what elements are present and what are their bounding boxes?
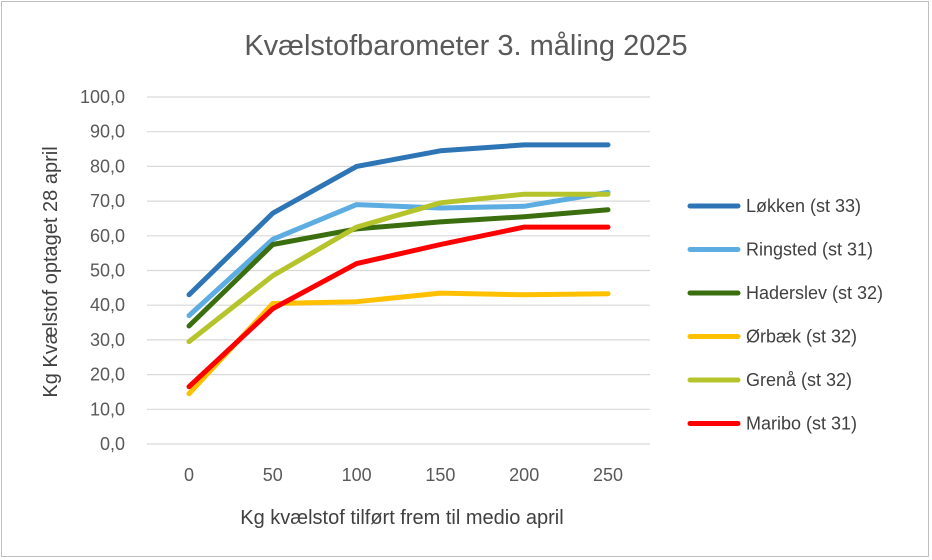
y-tick-label: 80,0 <box>90 156 125 176</box>
x-tick-label: 50 <box>263 465 283 485</box>
y-tick-label: 0,0 <box>100 434 125 454</box>
legend-label: Grenå (st 32) <box>746 370 852 390</box>
series-line <box>186 191 611 345</box>
y-axis-ticks: 0,0 10,0 20,0 30,0 40,0 50,0 60,0 70,0 80,0 90,0 1… <box>80 87 125 454</box>
legend-label: Haderslev (st 32) <box>746 283 883 303</box>
legend-label: Maribo (st 31) <box>746 414 857 434</box>
y-tick-label: 90,0 <box>90 122 125 142</box>
x-tick-label: 250 <box>593 465 623 485</box>
x-tick-label: 200 <box>509 465 539 485</box>
gridlines <box>147 96 650 445</box>
series-line <box>186 224 611 390</box>
x-axis-ticks: 0 50 100 150 200 250 <box>184 465 623 485</box>
series-line <box>186 142 611 298</box>
y-axis-label: Kg Kvælstof optaget 28 april <box>40 146 62 397</box>
x-tick-label: 100 <box>342 465 372 485</box>
y-tick-label: 100,0 <box>80 87 125 107</box>
legend-label: Ørbæk (st 32) <box>746 327 857 347</box>
series-line <box>186 207 611 329</box>
y-tick-label: 10,0 <box>90 399 125 419</box>
chart-title: Kvælstofbarometer 3. måling 2025 <box>244 30 687 62</box>
legend-label: Løkken (st 33) <box>746 196 861 216</box>
y-tick-label: 30,0 <box>90 330 125 350</box>
x-axis-label: Kg kvælstof tilført frem til medio april <box>240 507 563 529</box>
x-tick-label: 150 <box>425 465 455 485</box>
series-line <box>186 189 611 319</box>
y-tick-label: 60,0 <box>90 226 125 246</box>
y-tick-label: 40,0 <box>90 295 125 315</box>
x-tick-label: 0 <box>184 465 194 485</box>
series-line <box>186 290 611 397</box>
y-tick-label: 70,0 <box>90 191 125 211</box>
series-lines <box>186 142 611 397</box>
legend: Løkken (st 33) Ringsted (st 31) Haderslev … <box>687 196 883 434</box>
legend-label: Ringsted (st 31) <box>746 240 873 260</box>
y-tick-label: 20,0 <box>90 365 125 385</box>
y-tick-label: 50,0 <box>90 261 125 281</box>
